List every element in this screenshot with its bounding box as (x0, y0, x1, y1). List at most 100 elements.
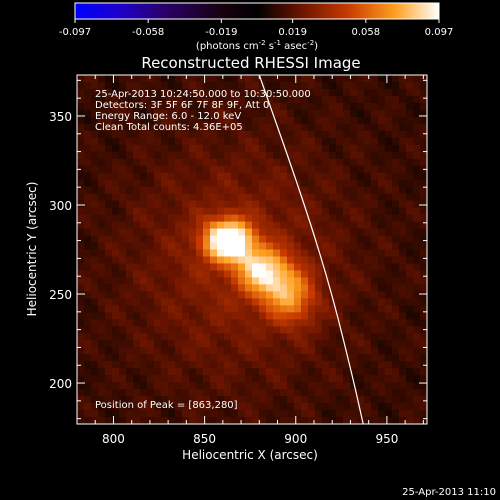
heatmap-cell (308, 312, 316, 320)
heatmap-cell (210, 95, 218, 104)
heatmap-cell (105, 207, 113, 215)
heatmap-cell (364, 249, 372, 257)
heatmap-cell (294, 333, 302, 341)
heatmap-cell (301, 410, 309, 418)
heatmap-cell (350, 109, 358, 118)
heatmap-cell (343, 228, 351, 236)
heatmap-cell (210, 382, 218, 390)
heatmap-cell (266, 410, 274, 418)
heatmap-cell (161, 130, 169, 139)
heatmap-cell (301, 235, 309, 243)
heatmap-cell (371, 75, 379, 83)
heatmap-cell (189, 116, 197, 125)
heatmap-cell (266, 389, 274, 397)
heatmap-cell (273, 410, 281, 418)
heatmap-cell (175, 333, 183, 341)
heatmap-cell (315, 75, 323, 83)
heatmap-cell (392, 172, 400, 181)
heatmap-cell (238, 102, 246, 111)
heatmap-cell (189, 207, 197, 215)
heatmap-cell (147, 326, 155, 334)
heatmap-cell (133, 242, 141, 250)
heatmap-cell (259, 88, 267, 97)
heatmap-cell (392, 158, 400, 167)
heatmap-cell (420, 389, 427, 397)
heatmap-cell (378, 249, 386, 257)
heatmap-cell (77, 340, 85, 348)
heatmap-cell (273, 81, 281, 90)
heatmap-cell (259, 340, 267, 348)
heatmap-cell (252, 144, 260, 153)
heatmap-cell (77, 172, 85, 181)
heatmap-cell (357, 298, 365, 306)
info-line: 25-Apr-2013 10:24:50.000 to 10:30:50.000 (95, 89, 311, 100)
heatmap-cell (189, 277, 197, 285)
heatmap-cell (98, 403, 106, 411)
heatmap-cell (231, 214, 239, 222)
heatmap-cell (392, 207, 400, 215)
heatmap-cell (420, 277, 427, 285)
heatmap-cell (420, 88, 427, 97)
heatmap-cell (140, 270, 148, 278)
heatmap-cell (392, 109, 400, 118)
heatmap-cell (329, 340, 337, 348)
heatmap-cell (280, 417, 288, 424)
heatmap-cell (91, 193, 99, 202)
heatmap-cell (84, 319, 92, 327)
heatmap-cell (140, 109, 148, 118)
heatmap-cell (154, 228, 162, 236)
heatmap-cell (301, 81, 309, 90)
heatmap-cell (413, 88, 421, 97)
heatmap-cell (259, 270, 267, 278)
heatmap-cell (378, 221, 386, 229)
heatmap-cell (105, 340, 113, 348)
heatmap-cell (371, 151, 379, 160)
heatmap-cell (231, 354, 239, 362)
heatmap-cell (119, 165, 127, 174)
heatmap-cell (161, 347, 169, 355)
heatmap-cell (203, 277, 211, 285)
heatmap-cell (217, 347, 225, 355)
heatmap-cell (133, 291, 141, 299)
heatmap-cell (378, 347, 386, 355)
heatmap-cell (203, 382, 211, 390)
heatmap-cell (413, 158, 421, 167)
heatmap-cell (420, 375, 427, 383)
heatmap-cell (357, 340, 365, 348)
heatmap-cell (231, 158, 239, 167)
heatmap-cell (280, 361, 288, 369)
heatmap-cell (210, 403, 218, 411)
heatmap-cell (98, 375, 106, 383)
heatmap-cell (210, 214, 218, 222)
heatmap-cell (84, 312, 92, 320)
heatmap-cell (322, 242, 330, 250)
heatmap-cell (364, 95, 372, 104)
heatmap-cell (336, 116, 344, 125)
heatmap-cell (98, 109, 106, 118)
heatmap-cell (126, 207, 134, 215)
heatmap-cell (378, 123, 386, 132)
heatmap-cell (413, 95, 421, 104)
heatmap-cell (329, 95, 337, 104)
heatmap-cell (217, 207, 225, 215)
heatmap-cell (294, 158, 302, 167)
heatmap-cell (406, 179, 414, 188)
heatmap-cell (203, 179, 211, 188)
heatmap-cell (364, 263, 372, 271)
heatmap-cell (266, 214, 274, 222)
heatmap-cell (364, 102, 372, 111)
heatmap-cell (287, 75, 295, 83)
heatmap-cell (357, 361, 365, 369)
heatmap-cell (140, 354, 148, 362)
heatmap-cell (259, 116, 267, 125)
heatmap-cell (406, 270, 414, 278)
heatmap-cell (168, 88, 176, 97)
heatmap-cell (196, 410, 204, 418)
heatmap-cell (301, 305, 309, 313)
heatmap-cell (105, 102, 113, 111)
heatmap-cell (308, 403, 316, 411)
heatmap-cell (413, 417, 421, 424)
peak-position-label: Position of Peak = [863,280] (95, 400, 238, 411)
heatmap-cell (280, 193, 288, 202)
heatmap-cell (301, 368, 309, 376)
